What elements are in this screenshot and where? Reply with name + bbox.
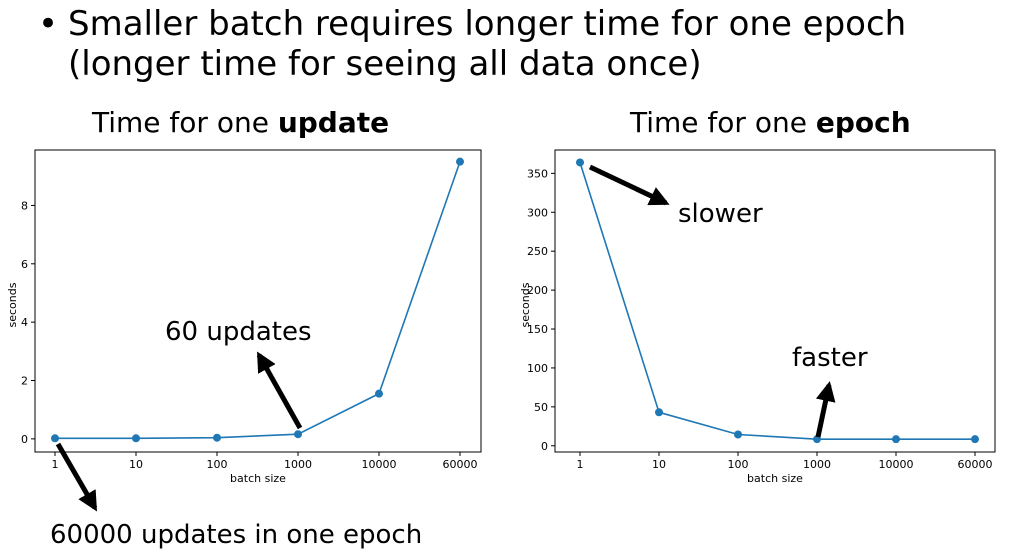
x-axis-label: batch size <box>747 472 803 485</box>
y-tick-label: 300 <box>527 206 548 219</box>
x-tick-label: 1 <box>577 458 584 471</box>
x-tick-label: 100 <box>728 458 749 471</box>
data-point <box>456 157 464 166</box>
y-tick-label: 0 <box>21 433 28 446</box>
data-point <box>294 430 302 439</box>
y-tick-label: 350 <box>527 167 548 180</box>
data-point <box>213 433 221 442</box>
y-tick-label: 2 <box>21 375 28 388</box>
annotation-arrow <box>588 164 670 206</box>
annotation-arrow <box>815 381 836 438</box>
annotation-label: 60000 updates in one epoch <box>50 520 422 550</box>
chart-title-update: Time for one update <box>92 106 389 140</box>
plot-frame <box>554 149 996 453</box>
x-tick-label: 1000 <box>803 458 831 471</box>
x-tick-label: 10000 <box>879 458 914 471</box>
bullet-text-line-2: (longer time for seeing all data once) <box>68 44 702 84</box>
y-tick-label: 50 <box>534 401 548 414</box>
bullet-symbol: • <box>38 4 59 44</box>
chart-title-prefix: Time for one <box>630 106 816 139</box>
chart-title-bold: epoch <box>815 106 911 139</box>
annotation-label: 60 updates <box>165 317 312 347</box>
y-tick-label: 0 <box>541 440 548 453</box>
x-tick-label: 100 <box>207 458 228 471</box>
annotation-arrow <box>55 442 98 512</box>
data-point <box>734 430 742 439</box>
data-point <box>971 435 979 444</box>
data-point <box>655 408 663 417</box>
y-tick-label: 200 <box>527 284 548 297</box>
chart-1: 0 50 100 150 200 250 300 350 1 10 100 1000 10000 6000… <box>519 149 996 485</box>
y-tick-label: 8 <box>21 199 28 212</box>
data-point <box>892 435 900 444</box>
x-tick-label: 10 <box>129 458 143 471</box>
data-point <box>375 389 383 398</box>
x-tick-label: 1000 <box>284 458 312 471</box>
plot-frame <box>34 149 482 453</box>
x-tick-label: 10000 <box>362 458 397 471</box>
chart-0: 0 2 4 6 8 1 10 100 1000 10000 60000 batch size secon… <box>6 149 482 550</box>
y-axis-label: seconds <box>6 282 19 327</box>
bullet-text-line-1: Smaller batch requires longer time for o… <box>68 4 907 44</box>
x-axis-label: batch size <box>230 472 286 485</box>
x-tick-label: 60000 <box>958 458 993 471</box>
annotation-label: faster <box>792 343 868 373</box>
chart-title-epoch: Time for one epoch <box>630 106 911 140</box>
x-tick-label: 10 <box>652 458 666 471</box>
y-tick-label: 4 <box>21 316 28 329</box>
chart-title-bold: update <box>277 106 390 139</box>
y-tick-label: 250 <box>527 245 548 258</box>
x-tick-label: 60000 <box>443 458 478 471</box>
annotation-arrow <box>256 351 303 430</box>
series-line <box>579 162 975 440</box>
annotation-label: slower <box>678 199 763 229</box>
data-point <box>132 434 140 443</box>
data-point <box>576 158 584 167</box>
data-point <box>51 434 59 443</box>
y-tick-label: 6 <box>21 258 28 271</box>
y-axis-label: seconds <box>519 282 532 327</box>
series-line <box>55 161 461 440</box>
y-tick-label: 100 <box>527 362 548 375</box>
y-tick-label: 150 <box>527 323 548 336</box>
chart-title-prefix: Time for one <box>92 106 278 139</box>
x-tick-label: 1 <box>52 458 59 471</box>
